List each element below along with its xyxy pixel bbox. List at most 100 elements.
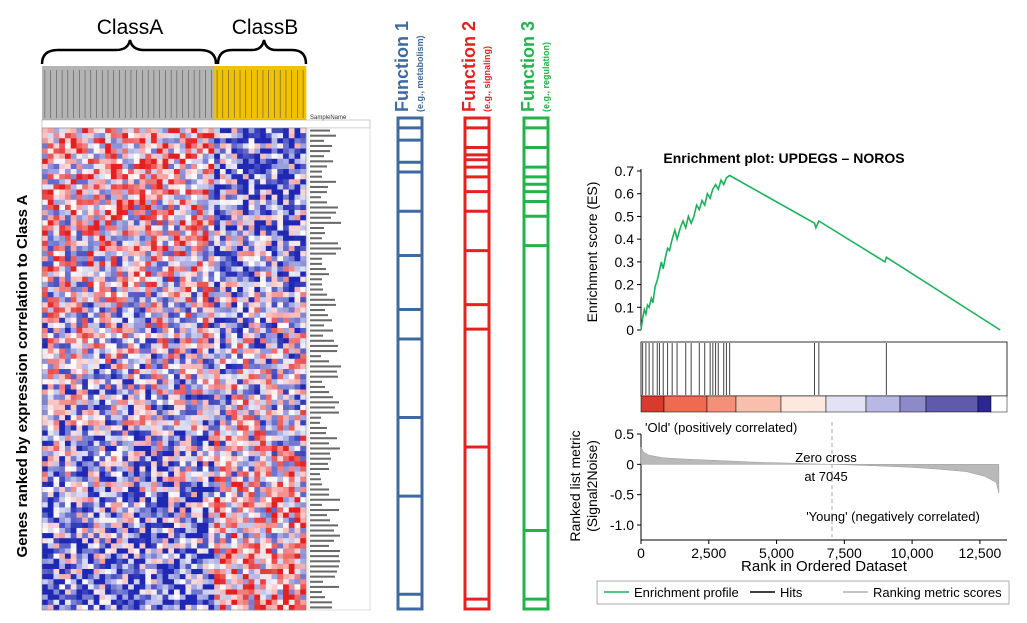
heatmap-cell bbox=[116, 533, 123, 539]
heatmap-cell bbox=[64, 456, 71, 462]
heatmap-cell bbox=[151, 517, 158, 524]
heatmap-cell bbox=[156, 538, 163, 544]
heatmap-cell bbox=[191, 425, 198, 431]
heatmap-cell bbox=[42, 322, 49, 329]
heatmap-cell bbox=[271, 256, 278, 262]
heatmap-cell bbox=[87, 276, 94, 283]
heatmap-cell bbox=[64, 189, 71, 195]
heatmap-cell bbox=[196, 553, 203, 560]
heatmap-cell bbox=[110, 410, 117, 416]
heatmap-cell bbox=[64, 574, 71, 580]
heatmap-cell bbox=[237, 502, 244, 508]
heatmap-cell bbox=[42, 594, 49, 601]
heatmap-cell bbox=[271, 317, 278, 324]
heatmap-cell bbox=[185, 327, 192, 334]
heatmap-cell bbox=[202, 215, 209, 221]
heatmap-cell bbox=[151, 533, 158, 539]
heatmap-cell bbox=[208, 451, 215, 457]
heatmap-cell bbox=[47, 338, 54, 344]
heatmap-cell bbox=[242, 333, 249, 339]
heatmap-cell bbox=[294, 163, 301, 170]
heatmap-cell bbox=[133, 322, 140, 329]
heatmap-cell bbox=[283, 143, 290, 149]
heatmap-cell bbox=[196, 169, 203, 175]
gene-name-mark bbox=[310, 165, 327, 168]
heatmap-cell bbox=[59, 425, 66, 431]
heatmap-cell bbox=[254, 163, 261, 170]
heatmap-cell bbox=[53, 410, 60, 416]
heatmap-cell bbox=[116, 599, 123, 606]
heatmap-cell bbox=[242, 456, 249, 462]
heatmap-cell bbox=[254, 389, 261, 395]
heatmap-cell bbox=[174, 133, 181, 139]
heatmap-cell bbox=[300, 481, 307, 488]
heatmap-cell bbox=[76, 568, 83, 575]
heatmap-cell bbox=[271, 456, 278, 462]
heatmap-cell bbox=[219, 230, 226, 236]
heatmap-cell bbox=[156, 281, 163, 288]
heatmap-cell bbox=[185, 471, 192, 477]
heatmap-cell bbox=[168, 389, 175, 395]
heatmap-cell bbox=[288, 389, 295, 395]
heatmap-cell bbox=[76, 281, 83, 288]
heatmap-cell bbox=[133, 522, 140, 529]
heatmap-cell bbox=[53, 204, 60, 211]
heatmap-cell bbox=[168, 563, 175, 570]
heatmap-cell bbox=[300, 169, 307, 175]
heatmap-cell bbox=[122, 158, 129, 165]
heatmap-cell bbox=[219, 445, 226, 452]
heatmap-cell bbox=[277, 302, 284, 308]
heatmap-cell bbox=[288, 374, 295, 380]
heatmap-cell bbox=[288, 579, 295, 585]
heatmap-cell bbox=[64, 143, 71, 149]
heatmap-cell bbox=[59, 204, 66, 211]
heatmap-cell bbox=[168, 256, 175, 262]
heatmap-cell bbox=[87, 384, 94, 390]
heatmap-cell bbox=[271, 584, 278, 590]
heatmap-cell bbox=[277, 435, 284, 442]
heatmap-cell bbox=[99, 404, 106, 411]
heatmap-cell bbox=[271, 435, 278, 442]
gene-name-mark bbox=[310, 539, 334, 542]
heatmap-cell bbox=[99, 210, 106, 216]
heatmap-cell bbox=[277, 543, 284, 549]
heatmap-cell bbox=[185, 451, 192, 457]
heatmap-cell bbox=[265, 512, 272, 519]
heatmap-cell bbox=[145, 543, 152, 549]
heatmap-cell bbox=[260, 389, 267, 395]
heatmap-cell bbox=[116, 502, 123, 508]
heatmap-cell bbox=[196, 451, 203, 457]
heatmap-cell bbox=[47, 399, 54, 406]
heatmap-cell bbox=[271, 307, 278, 313]
gene-name-mark bbox=[310, 134, 336, 137]
heatmap-cell bbox=[128, 358, 135, 365]
heatmap-cell bbox=[105, 466, 112, 472]
heatmap-cell bbox=[214, 594, 221, 601]
heatmap-cell bbox=[225, 215, 232, 221]
heatmap-cell bbox=[105, 276, 112, 283]
heatmap-cell bbox=[64, 327, 71, 334]
heatmap-cell bbox=[202, 153, 209, 160]
gene-name-mark bbox=[310, 529, 334, 532]
heatmap-cell bbox=[47, 333, 54, 339]
heatmap-cell bbox=[128, 194, 135, 201]
heatmap-cell bbox=[185, 476, 192, 483]
heatmap-cell bbox=[110, 312, 117, 319]
heatmap-cell bbox=[237, 456, 244, 462]
heatmap-cell bbox=[196, 225, 203, 231]
heatmap-cell bbox=[202, 169, 209, 175]
heatmap-cell bbox=[145, 327, 152, 334]
heatmap-cell bbox=[64, 507, 71, 513]
heatmap-cell bbox=[271, 128, 278, 134]
heatmap-cell bbox=[265, 338, 272, 344]
heatmap-cell bbox=[277, 169, 284, 175]
heatmap-cell bbox=[174, 502, 181, 508]
heatmap-cell bbox=[53, 481, 60, 488]
heatmap-cell bbox=[185, 548, 192, 554]
heatmap-cell bbox=[283, 517, 290, 524]
heatmap-cell bbox=[59, 599, 66, 606]
heatmap-cell bbox=[237, 281, 244, 288]
heatmap-cell bbox=[191, 548, 198, 554]
heatmap-cell bbox=[196, 512, 203, 519]
heatmap-cell bbox=[87, 307, 94, 313]
